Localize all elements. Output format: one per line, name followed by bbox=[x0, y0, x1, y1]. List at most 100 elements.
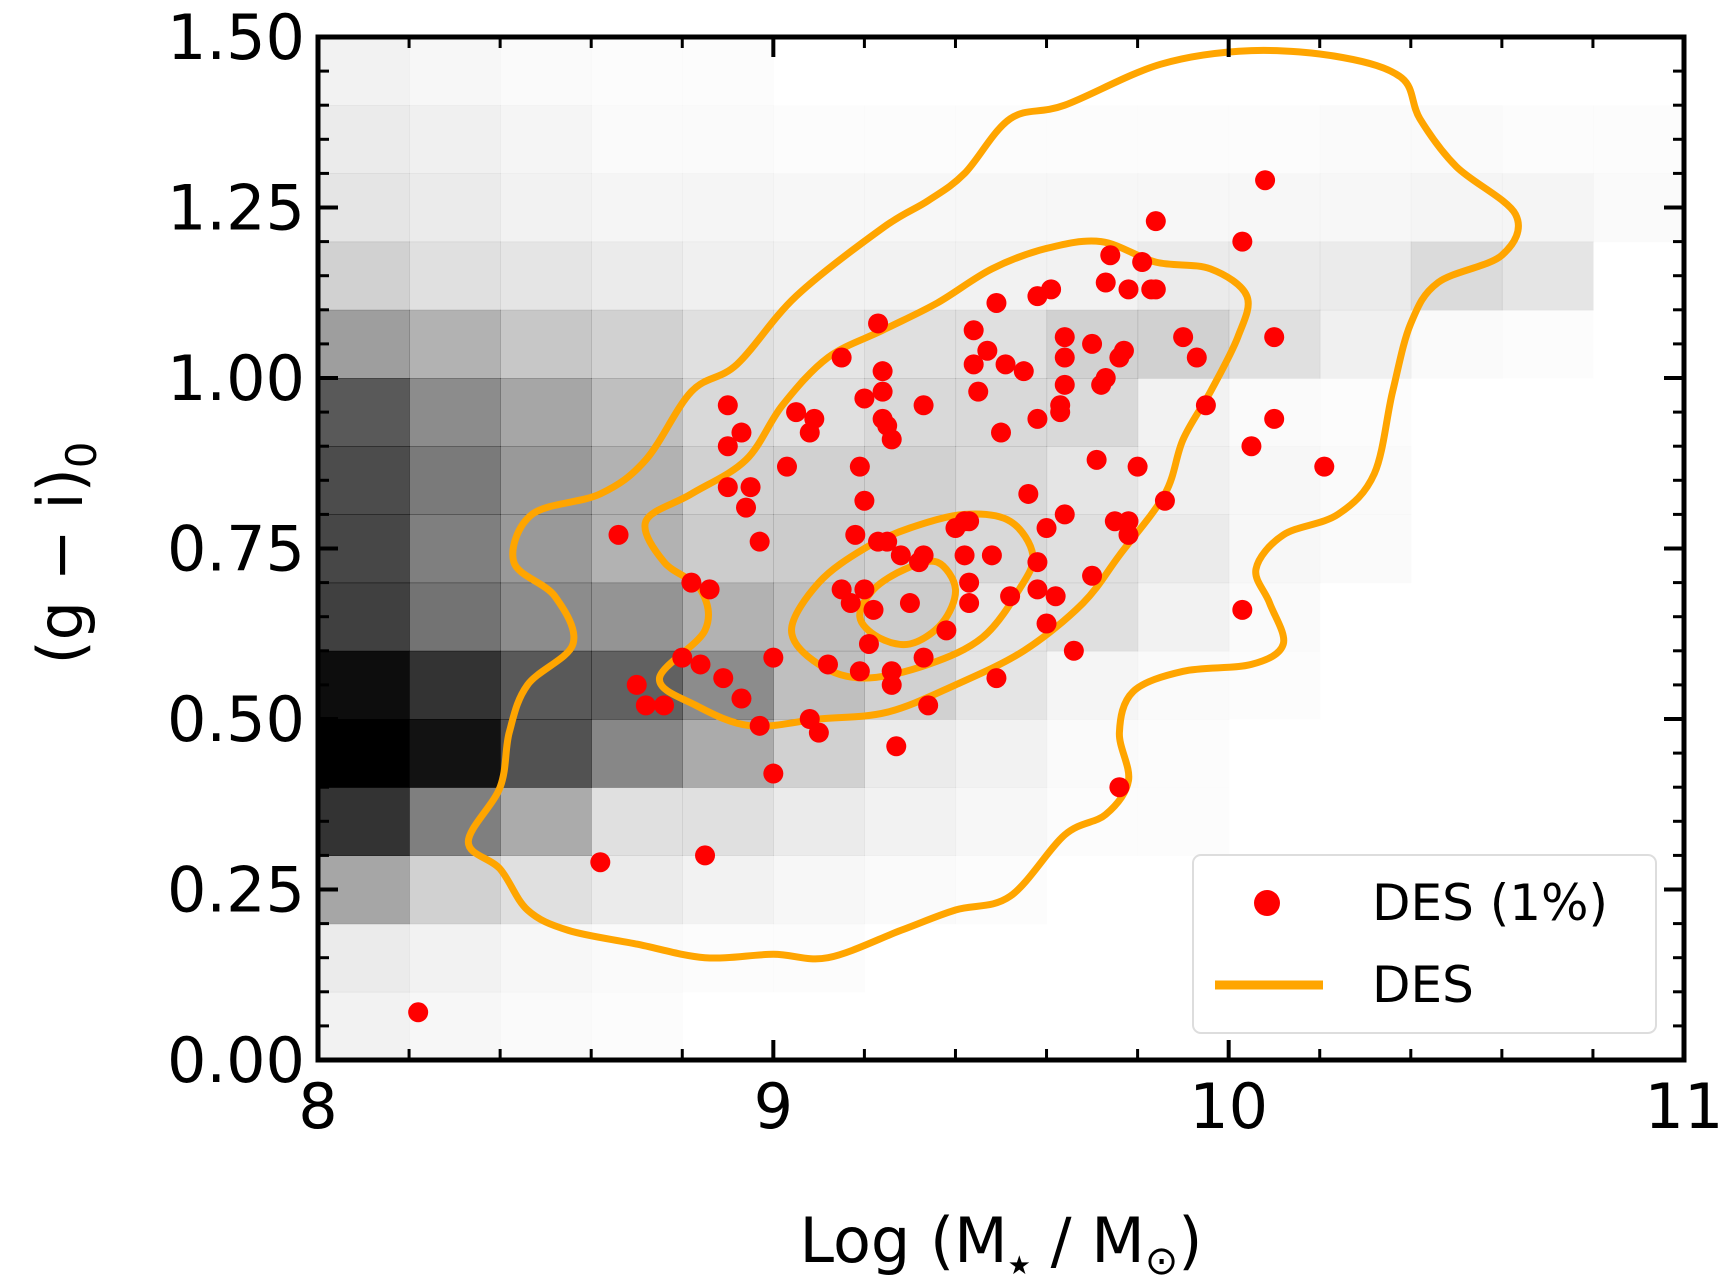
heatmap-cell bbox=[1501, 241, 1594, 311]
heatmap-cell bbox=[1138, 651, 1230, 720]
scatter-point bbox=[808, 722, 829, 743]
scatter-point bbox=[1027, 552, 1048, 573]
x-tick-label: 10 bbox=[1189, 1070, 1268, 1143]
heatmap-cell bbox=[409, 514, 501, 584]
heatmap-cell bbox=[591, 105, 683, 174]
scatter-point bbox=[1095, 272, 1116, 293]
contour-line bbox=[464, 46, 1522, 963]
scatter-point bbox=[1054, 504, 1075, 525]
heatmap-cell bbox=[1228, 241, 1321, 311]
heatmap-cell bbox=[500, 105, 592, 174]
heatmap-cell bbox=[318, 719, 410, 788]
scatter-point bbox=[635, 695, 656, 716]
scatter-point bbox=[968, 381, 989, 402]
scatter-point bbox=[1145, 279, 1166, 300]
scatter-point bbox=[872, 381, 893, 402]
heatmap-cell bbox=[682, 105, 774, 174]
heatmap-cell bbox=[773, 787, 865, 856]
heatmap-cell bbox=[955, 719, 1048, 788]
scatter-point bbox=[863, 599, 884, 620]
scatter-point bbox=[831, 347, 852, 368]
y-axis-title-main: (g − i) bbox=[24, 468, 97, 664]
scatter-point bbox=[1109, 777, 1130, 798]
heatmap-cell bbox=[409, 37, 501, 106]
heatmap-cell bbox=[1047, 105, 1139, 174]
heatmap-cell bbox=[955, 787, 1047, 856]
x-axis-title-main: Log (M bbox=[800, 1204, 1008, 1277]
heatmap-cell bbox=[318, 991, 410, 1061]
heatmap-cell bbox=[864, 719, 957, 788]
scatter-point bbox=[977, 340, 998, 361]
scatter-point bbox=[1054, 347, 1075, 368]
heatmap-cell bbox=[591, 241, 683, 311]
x-axis-title-star: ★ bbox=[1008, 1251, 1031, 1279]
scatter-point bbox=[954, 545, 975, 566]
legend-line-label: DES bbox=[1372, 956, 1474, 1014]
scatter-point bbox=[995, 354, 1016, 375]
heatmap-cell bbox=[318, 787, 410, 856]
legend-scatter-marker bbox=[1254, 890, 1280, 916]
scatter-point bbox=[717, 436, 738, 457]
x-tick-label: 11 bbox=[1645, 1070, 1724, 1143]
scatter-point bbox=[763, 647, 784, 668]
scatter-point bbox=[849, 456, 870, 477]
scatter-point bbox=[854, 490, 875, 511]
heatmap-cell bbox=[1320, 105, 1412, 174]
heatmap-cell bbox=[773, 446, 865, 515]
heatmap-cell bbox=[500, 378, 592, 447]
heatmap-cell bbox=[1320, 446, 1412, 515]
heatmap-cell bbox=[318, 582, 410, 652]
scatter-point bbox=[1054, 327, 1075, 348]
scatter-point bbox=[963, 354, 984, 375]
scatter-point bbox=[1054, 374, 1075, 395]
heatmap-cell bbox=[1229, 446, 1321, 515]
x-tick-labels: 8 9 10 11 bbox=[298, 1070, 1723, 1143]
heatmap-cell bbox=[773, 105, 865, 174]
scatter-point bbox=[699, 579, 720, 600]
scatter-point bbox=[749, 715, 770, 736]
scatter-point bbox=[1095, 368, 1116, 388]
scatter-point bbox=[1086, 449, 1107, 470]
scatter-point bbox=[654, 695, 675, 716]
scatter-point bbox=[872, 361, 893, 382]
x-tick-label: 8 bbox=[298, 1070, 337, 1143]
scatter-point bbox=[959, 511, 980, 532]
heatmap-cell bbox=[773, 173, 865, 242]
scatter-point bbox=[1063, 640, 1084, 661]
heatmap-cell bbox=[591, 719, 683, 788]
scatter-point bbox=[1314, 456, 1335, 477]
scatter-point bbox=[763, 763, 784, 784]
heatmap-cell bbox=[409, 923, 501, 993]
scatter-point bbox=[849, 661, 870, 682]
scatter-point bbox=[1100, 245, 1121, 266]
axis-ticks bbox=[316, 35, 1686, 1062]
heatmap-cell bbox=[500, 173, 592, 243]
scatter-point bbox=[1127, 456, 1148, 477]
heatmap-cell bbox=[500, 992, 592, 1061]
scatter-point bbox=[731, 688, 752, 709]
heatmap-cell bbox=[409, 650, 501, 720]
scatter-point bbox=[1027, 579, 1048, 600]
scatter-point bbox=[1195, 395, 1216, 416]
scatter-point bbox=[1232, 599, 1253, 620]
x-axis-title: Log (M★ / M⊙) bbox=[800, 1204, 1203, 1279]
heatmap-cell bbox=[409, 719, 501, 788]
heatmap-cell bbox=[682, 787, 774, 856]
heatmap-cell bbox=[591, 787, 683, 856]
scatter-point bbox=[959, 593, 980, 614]
heatmap-cell bbox=[409, 241, 501, 311]
heatmap-cell bbox=[1410, 173, 1503, 243]
heatmap-cell bbox=[1137, 514, 1230, 584]
y-tick-label: 1.00 bbox=[167, 342, 305, 415]
y-axis-title: (g − i)0 bbox=[24, 441, 106, 664]
scatter-point bbox=[1264, 327, 1285, 348]
scatter-point bbox=[786, 402, 807, 423]
heatmap-cell bbox=[409, 787, 501, 856]
scatter-point bbox=[1264, 408, 1285, 429]
heatmap-cell bbox=[864, 446, 957, 515]
heatmap-cell bbox=[1411, 310, 1503, 379]
scatter-point bbox=[881, 674, 902, 695]
scatter-point bbox=[1232, 231, 1253, 252]
heatmap-cell bbox=[500, 309, 592, 379]
heatmap-cell bbox=[1138, 173, 1230, 242]
